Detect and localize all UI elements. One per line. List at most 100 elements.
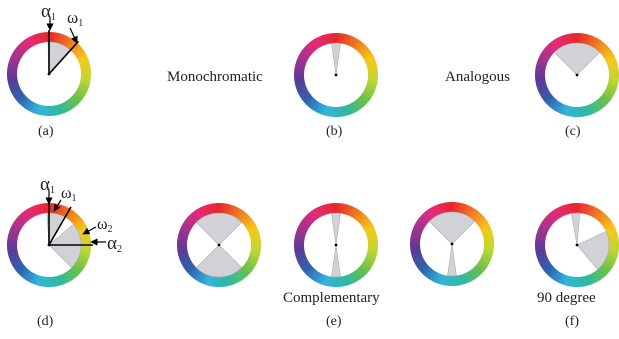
ring-segment [542,218,552,228]
ring-segment [207,275,213,287]
ring-segment [313,207,322,218]
ring-segment [579,33,584,44]
ring-segment [209,276,215,287]
ring-segment [600,94,611,104]
ring-segment [464,272,472,283]
ring-segment [247,226,259,234]
ring-segment [62,206,70,217]
ring-segment [249,252,260,259]
ring-segment [366,232,377,238]
ring-segment [361,92,371,102]
ring-segment [304,44,315,54]
ring-segment [10,226,21,234]
ring-segment [72,216,83,226]
ring-segment [414,257,425,265]
ring-segment [308,99,318,109]
ring-segment [602,219,613,228]
ring-segment [192,210,201,221]
ring-segment [19,212,29,222]
ring-segment [562,204,569,215]
ring-segment [324,275,330,287]
ring-segment [554,271,562,283]
ring-segment [59,34,67,45]
ring-segment [545,44,556,54]
ring-segment [232,206,240,217]
ring-segment [19,41,29,51]
ring-segment [57,33,64,45]
ring-segment [79,79,91,85]
ring-segment [182,260,193,269]
ring-segment [316,36,324,47]
ring-segment [201,205,209,216]
ring-segment [50,276,55,287]
ring-segment [593,270,602,281]
omega2-arrow-d [82,226,97,235]
ring-segment [31,205,39,216]
ring-segment [597,212,607,223]
ring-segment [551,270,561,281]
ring-segment [595,99,604,110]
ring-segment [37,275,43,287]
ring-segment [240,266,251,276]
ring-segment [11,223,22,231]
ring-segment [411,253,423,260]
ring-segment [583,33,589,45]
ring-segment [24,209,33,220]
ring-segment [299,260,310,269]
ring-segment [483,242,494,246]
ring-segment [598,96,609,106]
ring-segment [541,262,552,271]
omega1-arrow-d [53,199,62,212]
hue-wheels [6,30,619,287]
ring-segment [80,72,91,76]
ring-segment [225,203,231,215]
ring-segment [57,104,64,115]
ring-segment [11,258,22,266]
ring-segment [462,273,470,284]
ring-segment [298,88,309,96]
ring-segment [608,78,619,83]
ring-segment [181,258,192,266]
ring-segment [477,218,488,227]
ring-segment [189,212,199,222]
ring-segment [48,276,52,287]
ring-segment [540,221,551,229]
ring-segment [309,40,318,51]
ring-segment [556,273,564,284]
ring-segment [605,226,617,234]
ring-segment [246,224,257,232]
ring-segment [600,216,611,226]
ring-segment [536,231,547,238]
ring-segment [465,205,473,216]
ring-segment [6,72,18,76]
ring-segment [227,204,234,216]
ring-segment [299,51,310,59]
ring-segment [604,54,615,62]
ring-segment [185,264,196,274]
ring-segment [50,105,55,116]
ring-segment [17,214,28,224]
ring-segment [63,272,72,283]
ninety-degree-label: 90 degree [537,290,596,306]
ring-segment [359,94,370,104]
ring-segment [189,267,199,278]
ring-segment [356,98,366,108]
ring-segment [296,58,307,66]
ring-segment [310,270,320,281]
ring-segment [446,202,451,213]
ring-segment [10,55,21,63]
ring-segment [196,271,204,283]
ring-segment [326,276,332,287]
ring-segment [350,272,359,283]
ring-segment [304,266,314,276]
ring-segment [306,212,316,222]
ring-segment [479,258,490,266]
ring-segment [298,223,309,231]
ring-segment [422,211,432,221]
ring-segment [359,216,370,226]
ring-segment [539,223,550,231]
ring-segment [356,212,366,223]
ring-segment [585,204,592,216]
ring-segment [352,39,362,50]
template-sector-1 [553,42,601,76]
